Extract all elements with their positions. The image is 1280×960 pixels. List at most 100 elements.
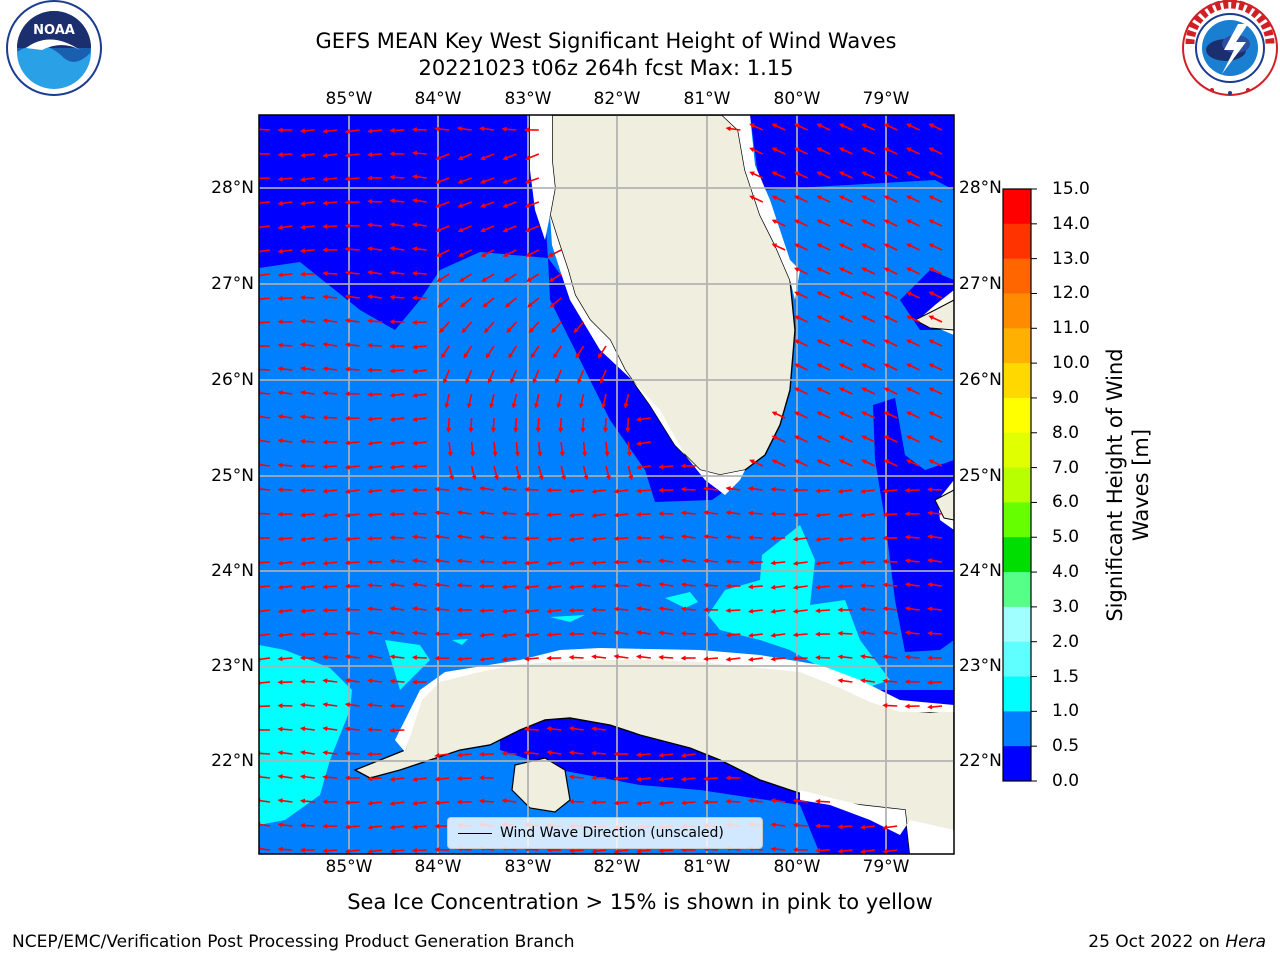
colorbar-segment [1003, 572, 1031, 608]
wave-arrow-head [747, 656, 754, 662]
wave-arrow-head [794, 147, 800, 152]
wave-arrow-head [613, 800, 619, 806]
wave-arrow [661, 777, 674, 781]
wave-arrow-head [906, 243, 912, 248]
wave-arrow-head [883, 411, 890, 416]
wave-arrow-head [703, 776, 709, 782]
wave-arrow-head [635, 630, 642, 636]
wave-arrow-head [322, 678, 328, 684]
lat-label-left: 22°N [211, 751, 254, 771]
isla-juventud [511, 757, 571, 813]
wave-arrow-head [725, 632, 731, 638]
wave-arrow-head [389, 319, 395, 325]
wave-arrow-head [604, 451, 610, 457]
wave-arrow-head [583, 475, 589, 481]
colorbar-segment [1003, 537, 1031, 573]
wave-arrow-head [299, 463, 305, 469]
wave-arrow-head [411, 440, 418, 446]
grand-bahama-land [913, 299, 954, 331]
wave-arrow-head [523, 127, 529, 133]
wave-arrow-head [479, 126, 485, 132]
wave-arrow-head [344, 607, 350, 613]
legend-label: Wind Wave Direction (unscaled) [500, 825, 724, 841]
wave-arrow-head [344, 726, 350, 732]
wave-arrow-head [468, 427, 474, 433]
wave-arrow-head [434, 582, 440, 588]
wave-arrow-head [928, 363, 934, 368]
wave-arrow-head [703, 582, 709, 588]
wave-arrow-head [367, 800, 373, 806]
wave-arrow-head [546, 750, 552, 756]
wave-arrow-head [815, 584, 821, 590]
wave-arrow-head [625, 427, 631, 433]
wave-arrow-head [344, 415, 350, 421]
wave-arrow [598, 345, 607, 357]
wave-arrow-head [411, 344, 418, 350]
wave-arrow-head [815, 655, 821, 661]
wave-arrow-head [299, 726, 306, 732]
wave-arrow-head [277, 176, 283, 182]
wave-arrow-head [882, 488, 888, 494]
wave-arrow [571, 776, 584, 779]
wave-arrow-head [837, 848, 843, 854]
wave-arrow-head [703, 510, 709, 516]
wave-arrow [885, 584, 898, 587]
wave-arrow-head [635, 800, 642, 806]
wave-arrow-head [482, 302, 488, 308]
wave-arrow-head [928, 291, 934, 296]
wave-arrow-head [277, 656, 283, 662]
wave-arrow-head [411, 150, 418, 156]
wave-arrow-head [299, 608, 306, 614]
wave-arrow-head [511, 403, 517, 409]
lon-label-top: 80°W [773, 89, 821, 109]
wave-arrow-head [792, 608, 798, 614]
wave-arrow-head [859, 678, 866, 684]
wave-arrow-head [389, 606, 395, 612]
wave-arrow-head [299, 823, 305, 828]
wave-arrow [554, 345, 562, 357]
wave-arrow-head [480, 155, 486, 161]
wave-arrow [530, 321, 540, 332]
wave-arrow-head [613, 512, 619, 518]
wave-arrow [470, 441, 474, 454]
wave-arrow-head [299, 200, 306, 206]
wave-arrow-head [411, 246, 418, 252]
wave-arrow [885, 489, 898, 492]
wave-arrow-head [524, 155, 531, 161]
wave-arrow-head [367, 175, 372, 181]
wave-arrow-head [680, 534, 686, 540]
wave-arrow-head [556, 403, 562, 409]
wave-arrow-head [927, 704, 933, 710]
wave-arrow-head [927, 606, 933, 612]
wave-arrow-head [465, 378, 470, 384]
wave-arrow-head [457, 179, 464, 184]
footer-date: 25 Oct 2022 on Hera [1088, 932, 1266, 952]
wave-arrow-head [322, 294, 328, 300]
wave-arrow-head [816, 267, 822, 272]
wave-arrow-head [501, 656, 507, 662]
wave-arrow-head [299, 798, 306, 804]
wave-arrow-head [792, 798, 798, 804]
colorbar-segment [1003, 711, 1031, 747]
wave-arrow-head [322, 560, 328, 566]
wave-arrow-head [771, 411, 778, 416]
wave-arrow-head [437, 302, 444, 308]
wave-arrow-head [882, 606, 888, 612]
wave-arrow-head [456, 534, 462, 540]
wave-arrow-head [882, 559, 888, 564]
wave-arrow-head [904, 630, 910, 636]
wave-arrow-head [838, 219, 845, 224]
wave-arrow [907, 559, 920, 563]
wave-arrow-head [322, 270, 328, 276]
wave-arrow-head [928, 123, 934, 128]
wave-arrow-head [794, 123, 800, 128]
wave-arrow-head [658, 487, 664, 493]
lat-label-right: 26°N [959, 370, 1002, 390]
wave-arrow-head [344, 848, 350, 854]
wave-arrow-head [883, 435, 890, 440]
wave-arrow-head [816, 243, 822, 248]
colorbar-segment [1003, 363, 1031, 399]
wave-arrow-head [523, 487, 529, 492]
wave-arrow-head [861, 363, 867, 368]
